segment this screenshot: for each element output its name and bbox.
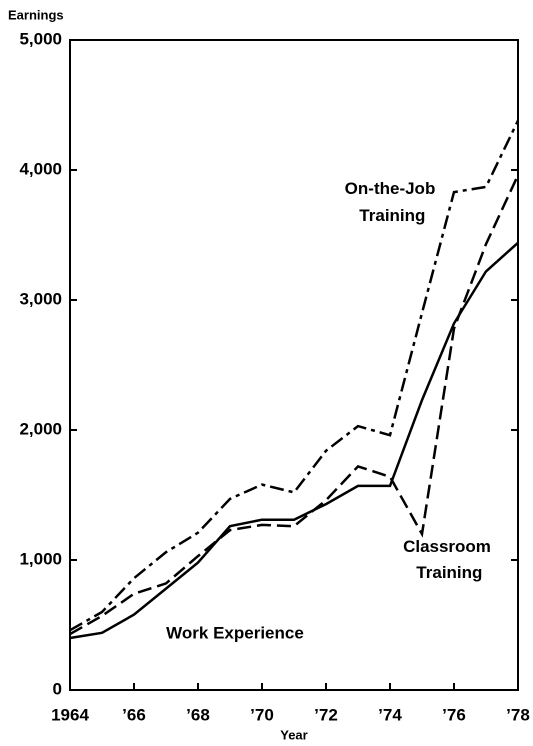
y-tick-label: 1,000 bbox=[19, 549, 62, 568]
series-line bbox=[69, 120, 520, 632]
x-tick-label: ’78 bbox=[506, 705, 530, 724]
x-tick-label: ’72 bbox=[314, 705, 338, 724]
x-tick-label: 1964 bbox=[51, 705, 89, 724]
y-tick-label: 4,000 bbox=[19, 159, 62, 178]
series-line bbox=[69, 241, 519, 640]
x-axis-label: Year bbox=[280, 727, 307, 742]
x-tick-label: ’74 bbox=[378, 705, 402, 724]
series-label: Classroom Training bbox=[403, 537, 491, 582]
series-label: Work Experience bbox=[166, 623, 304, 642]
series-line bbox=[69, 174, 520, 636]
y-tick-label: 0 bbox=[53, 679, 62, 698]
plot-frame bbox=[69, 39, 519, 691]
x-tick-label: ’68 bbox=[186, 705, 210, 724]
series-label: On-the-Job Training bbox=[345, 179, 436, 225]
y-axis-label: Earnings bbox=[8, 7, 64, 22]
x-tick-label: ’66 bbox=[122, 705, 146, 724]
y-tick-label: 2,000 bbox=[19, 419, 62, 438]
y-tick-label: 5,000 bbox=[19, 29, 62, 48]
y-tick-label: 3,000 bbox=[19, 289, 62, 308]
x-tick-label: ’70 bbox=[250, 705, 274, 724]
x-tick-label: ’76 bbox=[442, 705, 466, 724]
